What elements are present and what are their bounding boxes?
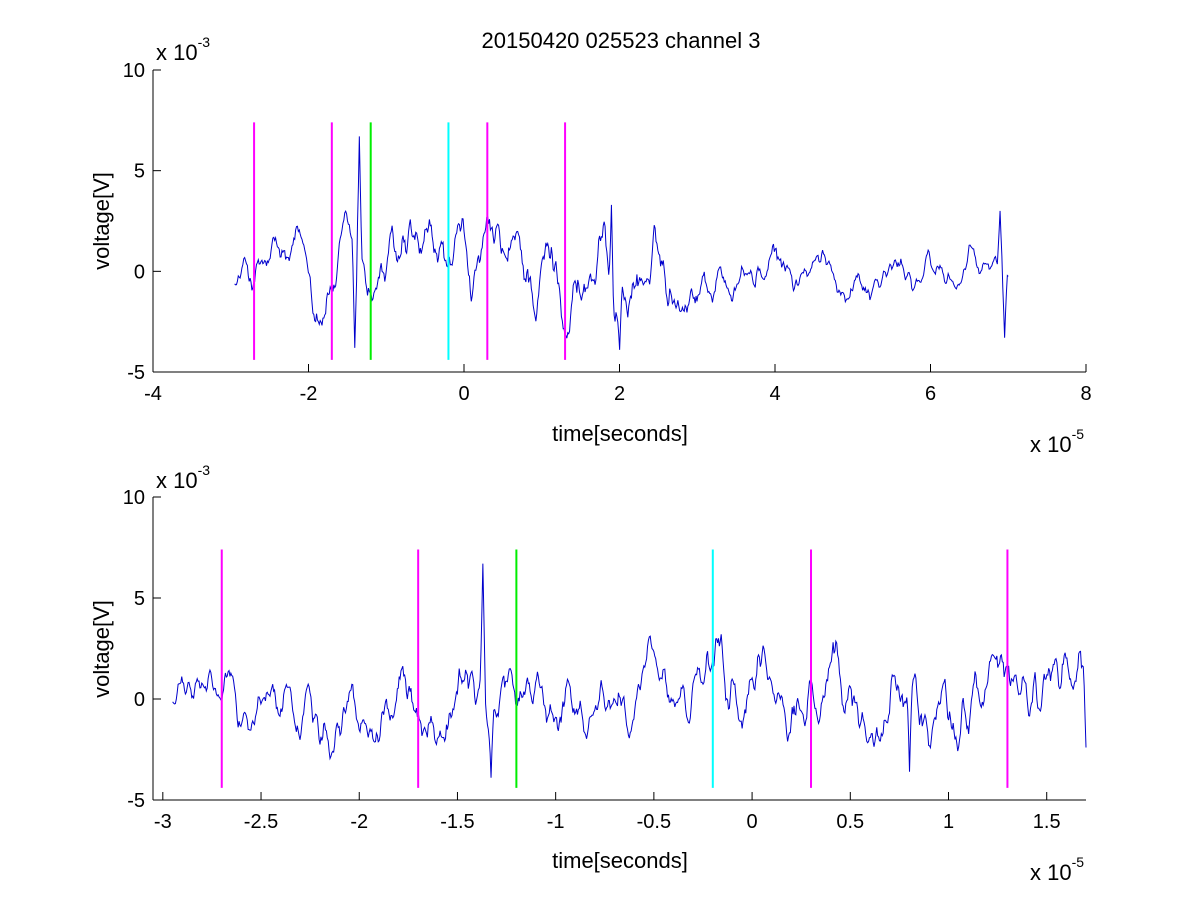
x-axis-label: time[seconds] xyxy=(552,848,688,873)
y-exponent-base: x 10 xyxy=(156,468,198,493)
y-exponent-power: -3 xyxy=(198,34,211,50)
x-tick-label: 2 xyxy=(614,383,625,405)
subplot-top: -4 -2 0 2 4 6 8 -5 0 5 10 time[seconds] voltage[V… xyxy=(89,34,1092,457)
x-ticks: -4 -2 0 2 4 6 8 xyxy=(144,364,1092,405)
y-tick-label: 0 xyxy=(134,261,145,283)
figure-title: 20150420 025523 channel 3 xyxy=(482,28,761,53)
y-ticks: -5 0 5 10 xyxy=(123,60,161,384)
y-tick-label: 10 xyxy=(123,487,145,509)
x-exponent: x 10-5 xyxy=(1030,426,1084,457)
x-tick-label: -1 xyxy=(547,811,565,833)
y-tick-label: 10 xyxy=(123,60,145,82)
x-exponent-power: -5 xyxy=(1072,426,1085,442)
y-axis-label: voltage[V] xyxy=(89,172,114,270)
subplot-bottom: -3 -2.5 -2 -1.5 -1 -0.5 0 0.5 1 1.5 -5 0 5 10 time[s… xyxy=(89,462,1087,885)
y-tick-label: -5 xyxy=(127,362,145,384)
x-tick-label: 1.5 xyxy=(1033,811,1061,833)
x-exponent-power: -5 xyxy=(1072,854,1085,870)
signal-layer xyxy=(172,563,1087,778)
x-exponent: x 10-5 xyxy=(1030,854,1084,885)
x-tick-label: -2.5 xyxy=(244,811,278,833)
y-axis-label: voltage[V] xyxy=(89,600,114,698)
x-tick-label: 0.5 xyxy=(836,811,864,833)
x-ticks: -3 -2.5 -2 -1.5 -1 -0.5 0 0.5 1 1.5 xyxy=(154,792,1061,833)
x-tick-label: 8 xyxy=(1080,383,1091,405)
x-tick-label: 4 xyxy=(769,383,780,405)
y-exponent: x 10-3 xyxy=(156,462,210,493)
y-exponent-power: -3 xyxy=(198,462,211,478)
x-tick-label: 1 xyxy=(943,811,954,833)
y-exponent: x 10-3 xyxy=(156,34,210,65)
y-tick-label: 5 xyxy=(134,588,145,610)
x-tick-label: 6 xyxy=(925,383,936,405)
x-tick-label: -3 xyxy=(154,811,172,833)
x-tick-label: -2 xyxy=(350,811,368,833)
x-axis-label: time[seconds] xyxy=(552,421,688,446)
x-tick-label: -1.5 xyxy=(440,811,474,833)
y-ticks: -5 0 5 10 xyxy=(123,487,161,812)
x-tick-label: 0 xyxy=(747,811,758,833)
marker-layer xyxy=(253,122,567,360)
x-exponent-base: x 10 xyxy=(1030,860,1072,885)
x-tick-label: -4 xyxy=(144,383,162,405)
x-tick-label: -0.5 xyxy=(637,811,671,833)
signal-series-line xyxy=(234,136,1009,350)
y-exponent-base: x 10 xyxy=(156,40,198,65)
y-tick-label: 0 xyxy=(134,689,145,711)
x-tick-label: -2 xyxy=(300,383,318,405)
x-exponent-base: x 10 xyxy=(1030,432,1072,457)
signal-layer xyxy=(234,136,1009,350)
marker-layer xyxy=(220,549,1009,788)
signal-series-line xyxy=(172,563,1087,778)
y-tick-label: -5 xyxy=(127,790,145,812)
y-tick-label: 5 xyxy=(134,161,145,183)
x-tick-label: 0 xyxy=(458,383,469,405)
